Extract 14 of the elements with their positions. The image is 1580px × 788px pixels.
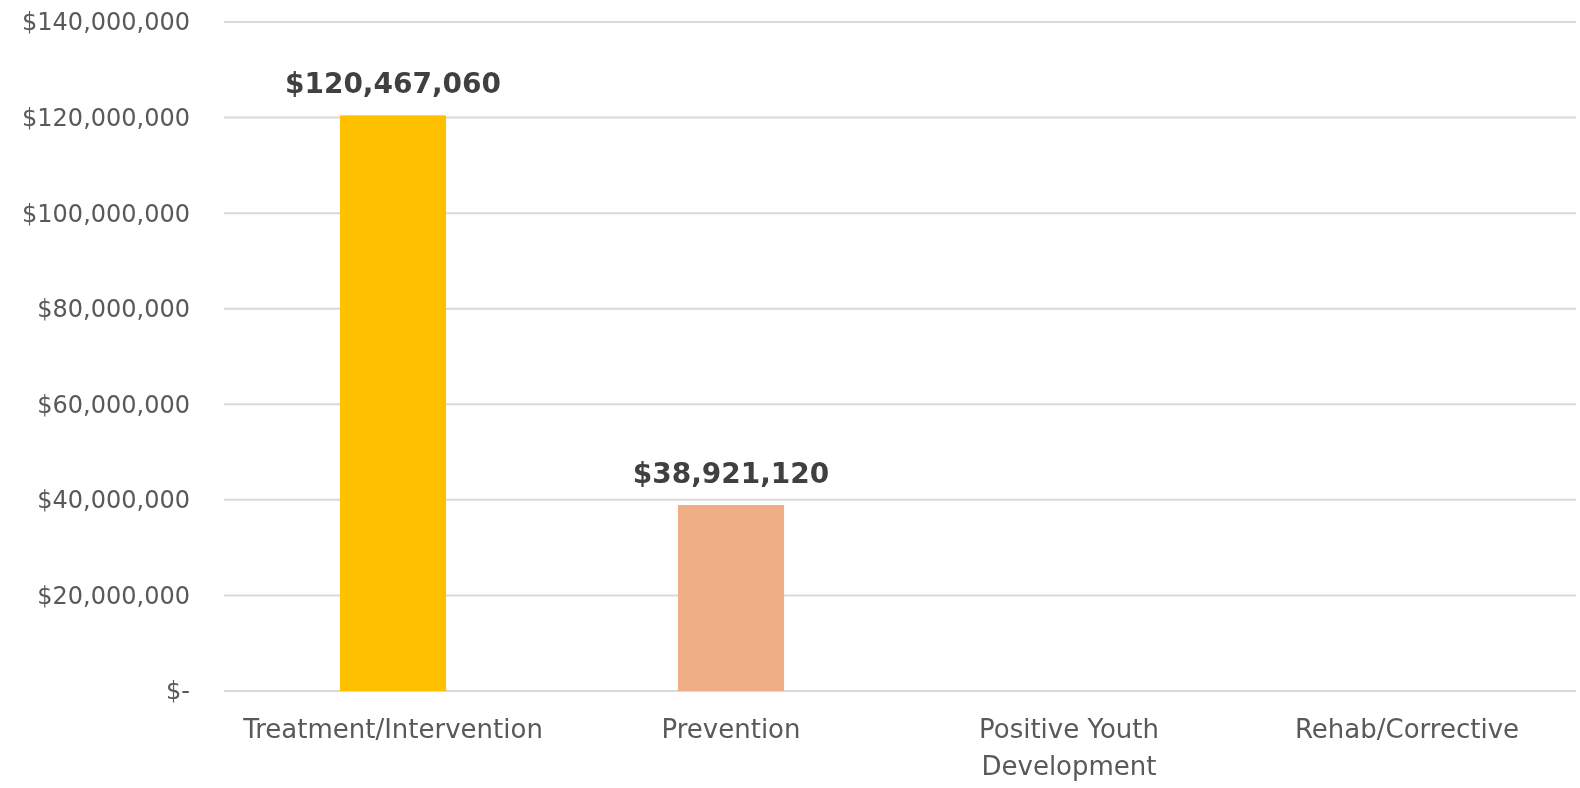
x-tick-label: Treatment/Intervention <box>242 714 543 744</box>
y-tick-label: $20,000,000 <box>37 581 190 610</box>
y-tick-label: $120,000,000 <box>22 103 190 132</box>
y-tick-label: $140,000,000 <box>22 8 190 37</box>
y-tick-label: $100,000,000 <box>22 199 190 228</box>
y-tick-label: $- <box>166 677 190 706</box>
x-tick-label: Positive Youth Development <box>979 714 1159 781</box>
data-label: $120,467,060 <box>284 67 502 101</box>
x-tick-label: Prevention <box>661 714 801 744</box>
y-tick-label: $40,000,000 <box>37 486 190 515</box>
data-label: $38,921,120 <box>632 457 830 491</box>
y-tick-label: $60,000,000 <box>37 390 190 419</box>
y-tick-label: $80,000,000 <box>37 295 190 324</box>
x-tick-label: Rehab/Corrective <box>1294 714 1520 744</box>
